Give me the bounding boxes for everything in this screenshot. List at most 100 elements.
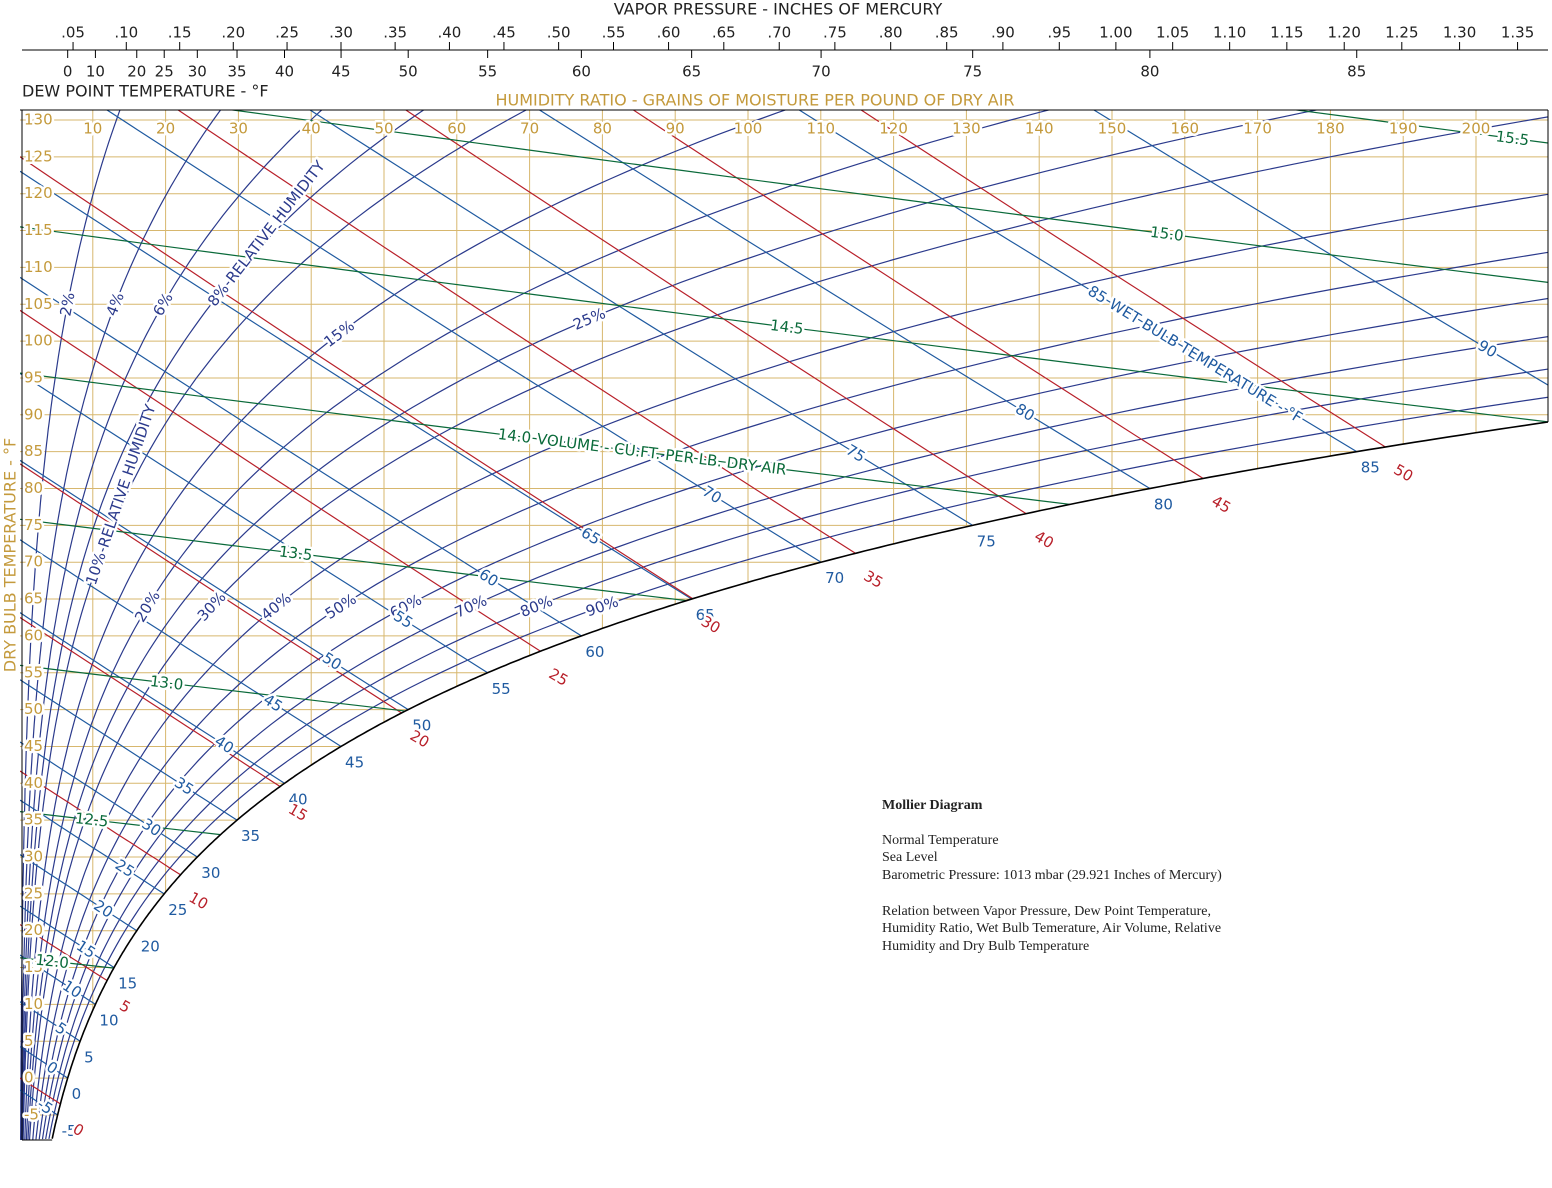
wet-bulb-label: 20 [91,896,117,921]
dry-bulb-tick-label: 130 [24,111,53,129]
volume-line [20,811,1548,1033]
wet-bulb-label: 40 [212,731,238,756]
wet-bulb-sat-label: 50 [412,716,431,734]
dry-bulb-tick-label: 20 [24,921,43,939]
wet-bulb-line [20,372,488,674]
vapor-tick-label: .05 [61,24,85,42]
wet-bulb-line [20,1089,58,1116]
dew-tick-label: 85 [1347,63,1366,81]
dew-tick-label: 60 [572,63,591,81]
humidity-tick-label: 180 [1316,120,1345,138]
wet-bulb-line [20,539,342,748]
dry-bulb-tick-label: 105 [24,295,53,313]
label-part: 75 [843,440,869,465]
wet-bulb-sat-label: 15 [118,974,137,992]
label-part: 40 [1032,527,1058,552]
dew-tick-label: 50 [399,63,418,81]
humidity-tick-label: 120 [879,120,908,138]
rh-label: 15% [320,316,357,350]
vapor-tick-label: .95 [1047,24,1071,42]
wet-bulb-line [20,110,1151,490]
label-part: 5 [52,1018,70,1038]
humidity-tick-label: 90 [666,120,685,138]
volume-line [20,957,1548,1140]
enthalpy-line [20,110,1204,480]
rh-curve [38,110,1548,1140]
vapor-axis-title: VAPOR PRESSURE - INCHES OF MERCURY [614,0,943,19]
rh-label: 50% [322,589,360,622]
dew-tick-label: 30 [188,63,207,81]
wet-bulb-sat-label: 0 [72,1085,82,1103]
label-part: 50 [1391,460,1417,485]
enthalpy-label: 45 [1209,491,1235,516]
wet-bulb-label: 30 [139,814,165,839]
enthalpy-label: 50 [1391,460,1417,485]
volume-label: 15.5 [1495,127,1530,149]
humidity-tick-label: 10 [83,120,102,138]
volume-line [20,110,1548,347]
label-part: 75 [977,532,996,550]
wet-bulb-line [20,1001,81,1042]
wet-bulb-sat-label: 35 [241,827,260,845]
dew-tick-label: 20 [127,63,146,81]
volume-label: 14.5 [769,316,804,338]
dry-bulb-tick-label: 25 [24,884,43,902]
dry-bulb-tick-label: 30 [24,848,43,866]
vapor-tick-label: .70 [767,24,791,42]
label-part: 25 [546,664,572,689]
label-part: 15.0 [1149,222,1184,244]
label-part: 80 [1012,399,1038,424]
dew-tick-label: 40 [275,63,294,81]
chart-lines [20,110,1548,1140]
volume-label: 13.0 [149,672,184,694]
notes-desc: Relation between Vapor Pressure, Dew Poi… [882,904,1211,919]
enthalpy-line [20,156,694,600]
wet-bulb-sat-label: 40 [289,790,308,808]
dew-tick-label: 70 [812,63,831,81]
label-part: 40 [212,731,238,756]
rh-curve [24,110,821,1140]
label-part: 10% [82,550,110,587]
vapor-tick-label: .35 [383,24,407,42]
dry-bulb-tick-label: -5 [24,1105,39,1123]
volume-label: 12.0 [35,950,70,972]
label-part: 15.5 [1495,127,1530,149]
notes-line: Barometric Pressure: 1013 mbar (29.921 I… [882,868,1222,883]
label-part: 55 [492,679,511,697]
vapor-tick-label: 1.30 [1443,24,1476,42]
enthalpy-line [20,616,281,788]
dry-bulb-tick-label: 120 [24,184,53,202]
dew-tick-label: 80 [1140,63,1159,81]
label-part: VOLUME - CU.FT. PER LB. DRY AIR [536,429,788,478]
rh-curve [20,110,231,1140]
label-part: 8% [204,280,233,310]
vapor-tick-label: 1.00 [1099,24,1132,42]
label-part: 35 [241,827,260,845]
rh-curve [47,110,1548,1140]
label-part: 85 [1085,281,1111,306]
notes-desc: Humidity and Dry Bulb Temperature [882,939,1089,954]
notes-line: Sea Level [882,850,938,865]
vapor-tick-label: 1.25 [1385,24,1418,42]
label-part: 45 [345,753,364,771]
wet-bulb-sat-label: -5 [62,1121,77,1139]
wet-bulb-label: 25 [112,855,138,880]
dry-bulb-tick-label: 0 [24,1069,34,1087]
humidity-tick-label: 100 [734,120,763,138]
dry-bulb-tick-label: 45 [24,737,43,755]
dry-bulb-tick-label: 35 [24,811,43,829]
wet-bulb-sat-label: 45 [345,753,364,771]
enthalpy-line [20,770,181,876]
wet-bulb-sat-label: 70 [825,569,844,587]
dry-bulb-tick-label: 55 [24,663,43,681]
label-part: WET BULB TEMPERATURE - °F [1106,294,1306,426]
humidity-tick-label: 190 [1389,120,1418,138]
label-part: 15% [320,316,357,350]
wet-bulb-line [20,854,138,932]
humidity-tick-label: 160 [1170,120,1199,138]
volume-line [20,372,1548,621]
humidity-tick-label: 170 [1243,120,1272,138]
label-part: 13.0 [149,672,184,694]
wet-bulb-line [20,110,822,563]
dry-bulb-tick-label: 70 [24,553,43,571]
